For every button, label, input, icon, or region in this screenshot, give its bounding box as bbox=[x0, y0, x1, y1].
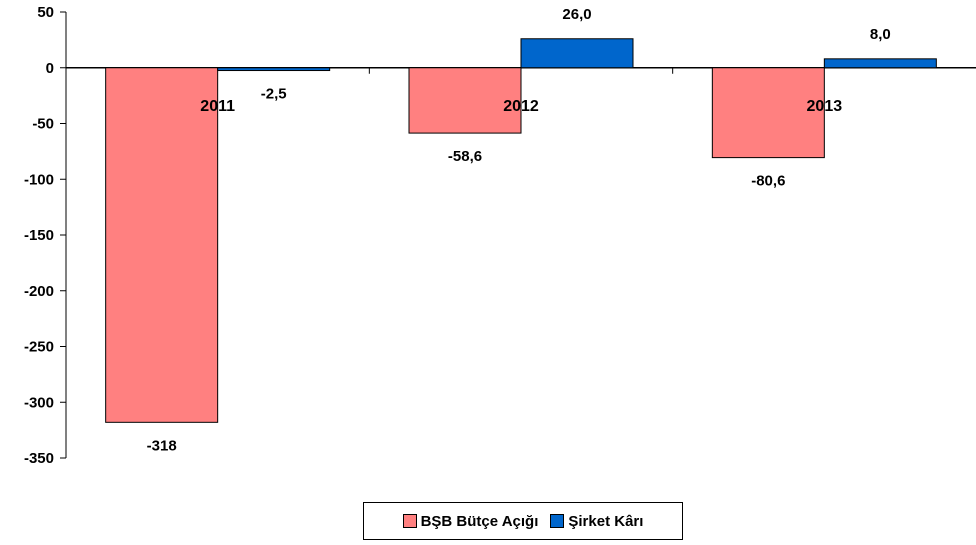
legend-swatch-series-2 bbox=[550, 514, 565, 528]
y-tick-label: -100 bbox=[24, 171, 54, 188]
bar-2-2011 bbox=[217, 67, 331, 72]
y-tick-label: -50 bbox=[32, 116, 54, 133]
data-label-1-2013: -80,6 bbox=[751, 173, 785, 190]
legend-swatch-series-1 bbox=[402, 514, 417, 528]
bar-1-2012 bbox=[408, 67, 522, 134]
chart-labels: -318 -2,5 2011 -58,6 26,0 2012 -80,6 8,0 2013 bbox=[147, 6, 891, 455]
chart-bars bbox=[105, 38, 937, 423]
y-tick-label: 50 bbox=[37, 4, 54, 21]
data-label-1-2011: -318 bbox=[147, 437, 177, 454]
bar-2-2012 bbox=[520, 38, 634, 69]
y-tick-label: 0 bbox=[46, 60, 54, 77]
y-tick-label: -150 bbox=[24, 227, 54, 244]
y-tick-label: -250 bbox=[24, 339, 54, 356]
legend-label-series-2: Şirket Kârı bbox=[568, 512, 644, 530]
bar-1-2013 bbox=[711, 67, 825, 159]
legend-item-series-2: Şirket Kârı bbox=[550, 513, 643, 530]
x-category-label: 2012 bbox=[503, 98, 539, 115]
y-tick-label: -350 bbox=[24, 450, 54, 467]
bar-1-2011 bbox=[105, 67, 219, 423]
x-category-label: 2011 bbox=[200, 98, 235, 115]
bar-2-2013 bbox=[823, 58, 937, 69]
data-label-1-2012: -58,6 bbox=[448, 148, 482, 165]
x-category-label: 2013 bbox=[807, 98, 843, 115]
y-tick-label: -300 bbox=[24, 394, 54, 411]
legend-label-series-1: BŞB Bütçe Açığı bbox=[420, 512, 539, 530]
data-label-2-2012: 26,0 bbox=[562, 6, 591, 23]
y-tick-label: -200 bbox=[24, 283, 54, 300]
data-label-2-2011: -2,5 bbox=[261, 86, 287, 103]
data-label-2-2013: 8,0 bbox=[870, 26, 891, 43]
legend-item-series-1: BŞB Bütçe Açığı bbox=[402, 512, 539, 530]
chart-legend: BŞB Bütçe Açığı Şirket Kârı bbox=[363, 502, 683, 540]
